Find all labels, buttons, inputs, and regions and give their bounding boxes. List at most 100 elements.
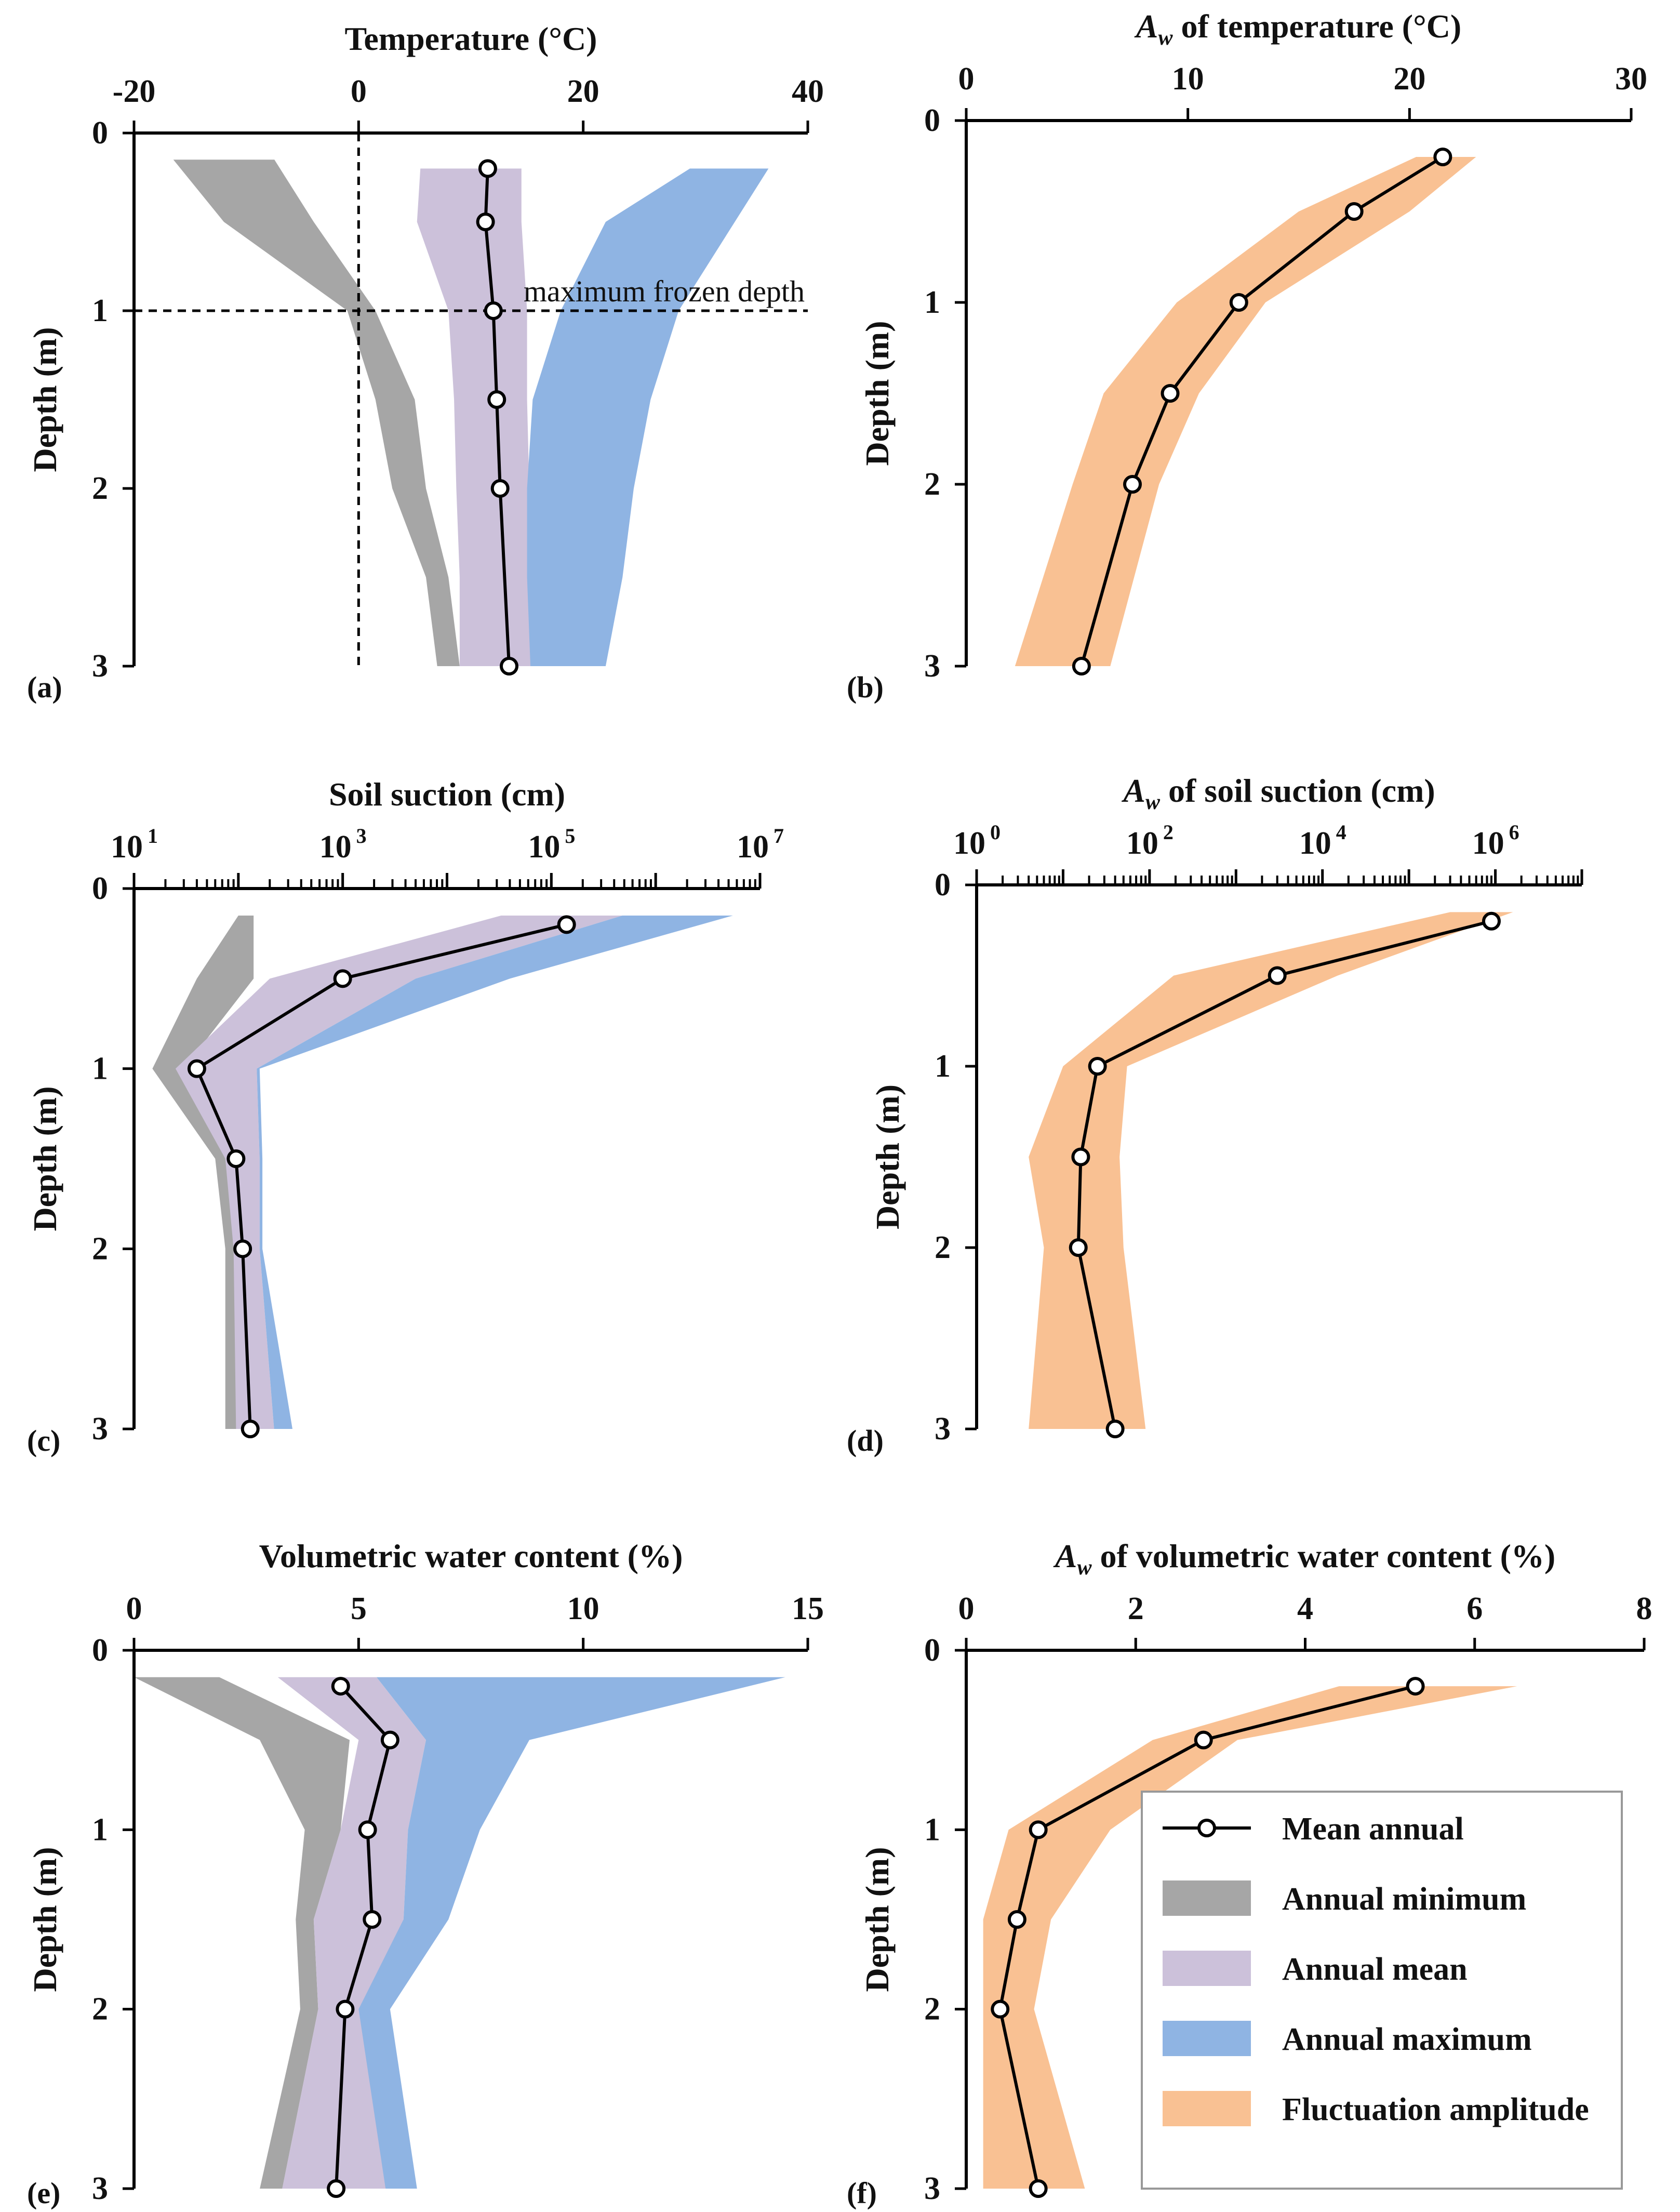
y-axis-title: Depth (m) [26,327,63,472]
mean-annual-point [333,969,352,988]
y-tick-label: 0 [935,867,951,903]
x-tick-exponent: 7 [774,824,784,847]
x-tick-exponent: 3 [356,824,367,847]
x-tick-label: 5 [351,1591,367,1626]
band-minimum-e [134,1677,350,2189]
panel-e: 0 5 10 15 0 1 2 3 Volumetric water content (%) De… [26,1538,824,2210]
mean-annual-point [1069,1238,1088,1257]
mean-annual-point [1344,202,1364,221]
x-tick-exponent: 5 [565,824,575,847]
panel-label: (e) [27,2176,60,2210]
mean-annual-point [1029,2179,1048,2198]
x-tick-label: 10 [567,1591,599,1626]
mean-annual-point [557,915,576,934]
legend-label: Annual maximum [1282,2022,1532,2057]
mean-annual-point [233,1239,252,1259]
mean-annual-line-c [195,923,567,1429]
x-tick-label: 10 [319,829,352,865]
mean-annual-point [490,479,510,498]
y-tick-label: 1 [924,285,940,320]
mean-annual-line-d [1076,919,1492,1429]
legend-swatch-mean_band [1163,1951,1251,1986]
panel-label: (f) [847,2176,877,2210]
mean-annual-point [1105,1420,1125,1438]
y-tick-label: 1 [924,1812,940,1847]
band-minimum-a [173,160,460,666]
y-tick-label: 0 [92,871,108,906]
x-tick-label: 8 [1636,1591,1652,1626]
legend-label: Annual minimum [1282,1882,1526,1917]
x-axis-title-subscript: w [1077,1556,1092,1580]
legend-swatch-marker [1197,1819,1216,1837]
y-tick-label: 3 [924,648,940,684]
x-tick-label: 0 [958,1591,975,1626]
mean-annual-point [1433,148,1452,166]
panel-label: (a) [27,670,62,704]
band-mean_band-c [175,916,623,1429]
x-tick-label: 10 [1472,826,1504,861]
y-tick-label: 3 [92,2171,108,2206]
mean-annual-line-e [335,1685,392,2189]
mean-annual-point [487,390,506,409]
band-amplitude-b [1015,157,1476,666]
x-tick-label: 6 [1466,1591,1483,1626]
x-tick-label: 10 [1126,826,1158,861]
y-tick-label: 1 [92,1812,108,1847]
mean-annual-point [478,159,497,178]
y-tick-label: 0 [92,1633,108,1668]
y-tick-label: 1 [935,1049,951,1084]
mean-annual-point [1482,911,1501,931]
mean-annual-point [241,1420,260,1438]
mean-annual-point [380,1730,399,1750]
mean-annual-point [358,1820,377,1839]
mean-annual-point [187,1059,206,1078]
x-axis-title-rest: of volumetric water content (%) [1091,1538,1555,1574]
panel-b: 0 10 20 30 0 1 2 3 Aw of temperature (°C) Depth (… [847,8,1647,704]
panel-label: (b) [847,670,884,704]
y-tick-label: 2 [92,1231,108,1266]
x-tick-label: 10 [528,829,560,865]
panel-a: maximum frozen depth-20 0 20 400123Temperat… [26,20,824,704]
mean-annual-line-b [1079,155,1444,667]
legend-label: Mean annual [1282,1811,1464,1847]
mean-annual-point [1268,966,1287,985]
x-axis-title: Soil suction (cm) [329,776,565,813]
mean-annual-point [991,1999,1010,2019]
x-axis-title-rest: of soil suction (cm) [1160,772,1435,809]
x-tick-label: 20 [1393,61,1425,97]
band-minimum-c [152,916,254,1429]
mean-annual-point [363,1910,382,1929]
x-tick-exponent: 6 [1509,820,1519,844]
y-tick-label: 2 [924,467,940,502]
mean-annual-point [327,2179,346,2198]
mean-annual-point [226,1149,246,1168]
band-amplitude-f [983,1686,1517,2189]
mean-annual-point [1123,475,1142,494]
band-maximum-a [527,168,769,666]
frozen-depth-label: maximum frozen depth [524,274,805,308]
x-tick-exponent: 1 [148,824,158,847]
mean-annual-point [1406,1677,1425,1696]
x-tick-label: -20 [113,74,156,109]
y-tick-label: 2 [935,1230,951,1265]
x-axis-title: Aw of volumetric water content (%) [1053,1538,1555,1580]
y-tick-label: 1 [92,293,108,328]
y-axis-title: Depth (m) [26,1086,63,1231]
mean-annual-point [336,1999,355,2019]
x-axis-title: Aw of temperature (°C) [1134,8,1461,50]
legend-label: Annual mean [1282,1952,1468,1987]
legend-swatch-minimum [1163,1880,1251,1916]
x-tick-exponent: 0 [990,820,1001,844]
band-maximum-e [358,1677,785,2189]
x-tick-label: 0 [351,74,367,109]
mean-annual-point [1088,1057,1107,1076]
x-tick-label: 20 [567,74,599,109]
mean-annual-point [1194,1730,1213,1750]
mean-annual-point [1029,1820,1048,1839]
mean-annual-line-f [998,1685,1416,2189]
x-tick-label: 10 [737,829,769,865]
y-axis-title: Depth (m) [859,1847,896,1992]
x-tick-label: 10 [953,826,985,861]
